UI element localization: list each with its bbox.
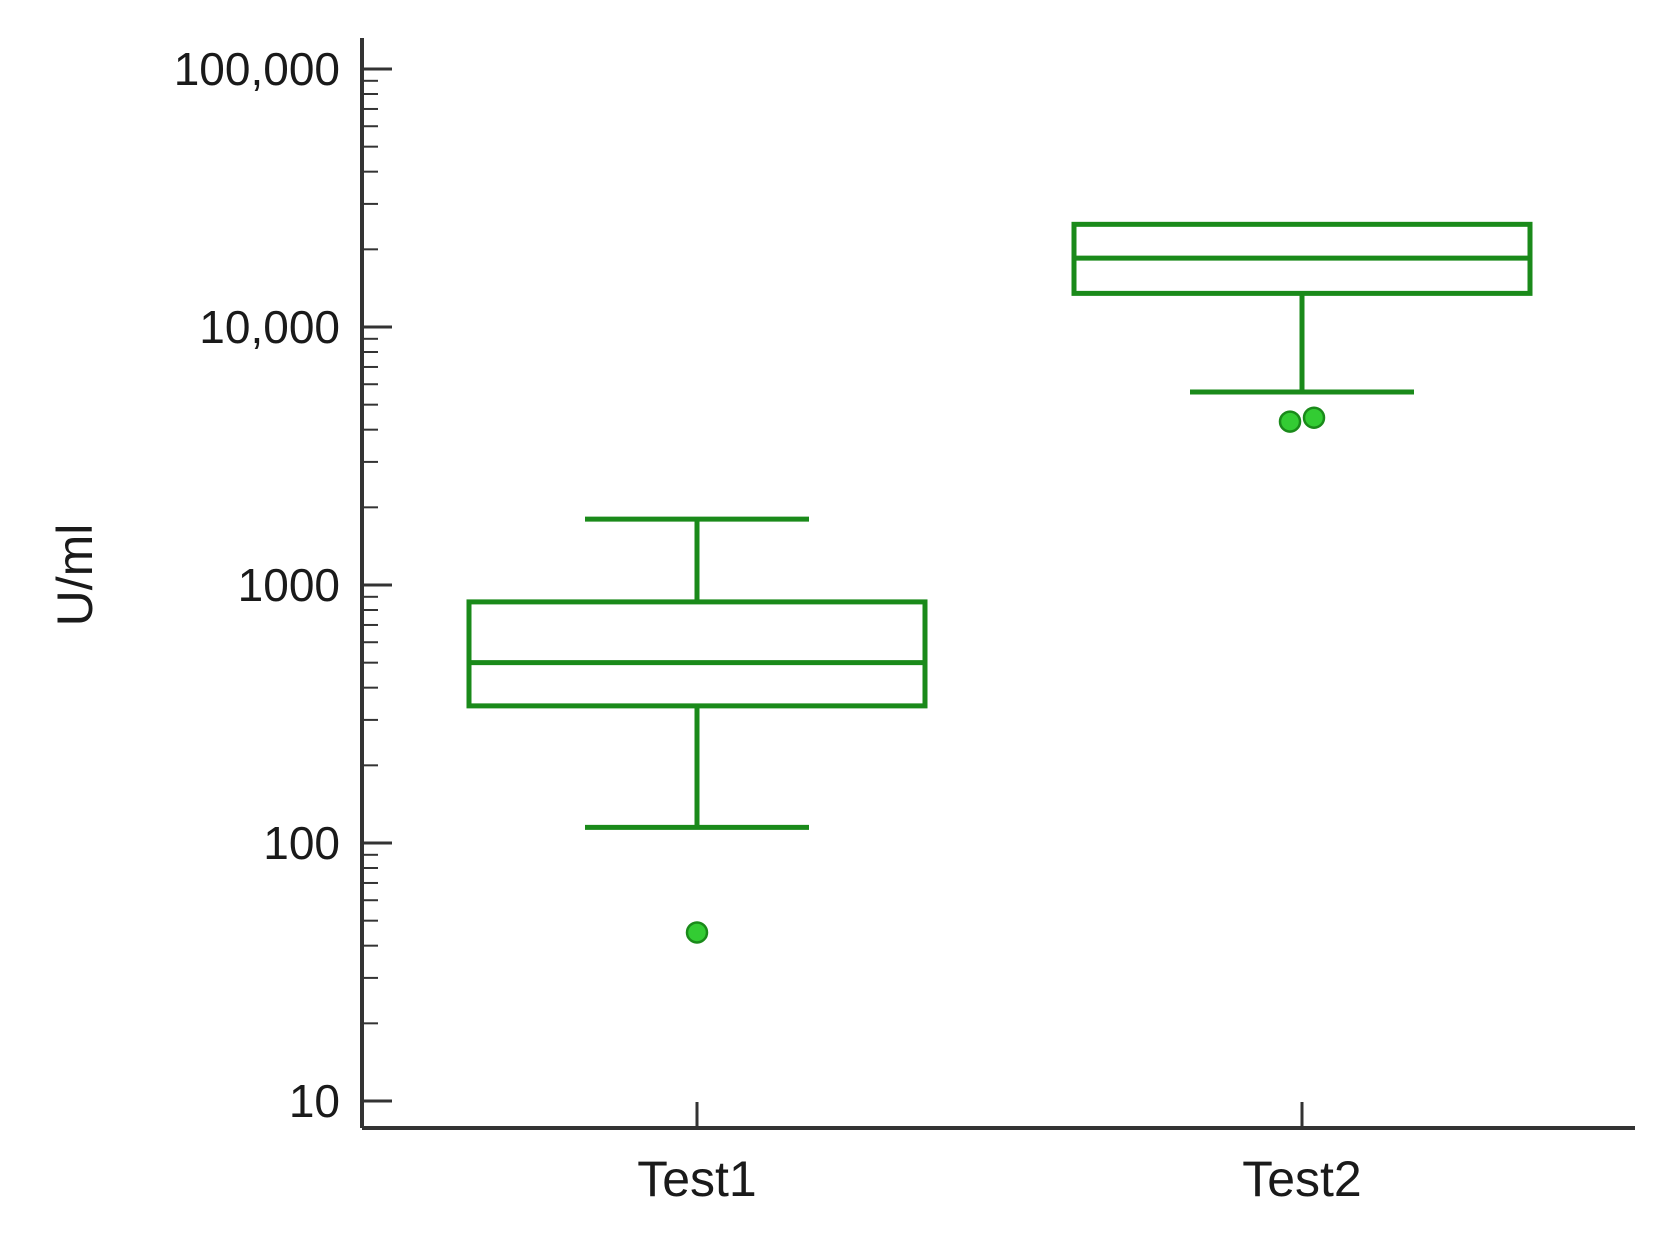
y-tick-label: 100,000	[174, 43, 340, 95]
y-tick-label: 10	[289, 1075, 340, 1127]
box-test1	[466, 516, 928, 944]
outlier-point	[1302, 406, 1326, 429]
x-tick-label: Test1	[637, 1151, 757, 1207]
y-tick-label: 100	[263, 817, 340, 869]
y-tick-label: 10,000	[199, 301, 340, 353]
outlier-point	[685, 921, 709, 944]
y-axis-title: U/ml	[47, 524, 103, 627]
boxes	[466, 221, 1533, 944]
x-tick-label: Test2	[1242, 1151, 1362, 1207]
y-axis: 10 100 1000 10,000 100,000	[174, 38, 392, 1128]
box-iqr	[466, 599, 928, 709]
box-test2	[1071, 221, 1533, 433]
outlier-point	[1278, 410, 1302, 433]
x-axis: Test1 Test2	[362, 1102, 1635, 1207]
y-tick-label: 1000	[238, 559, 340, 611]
